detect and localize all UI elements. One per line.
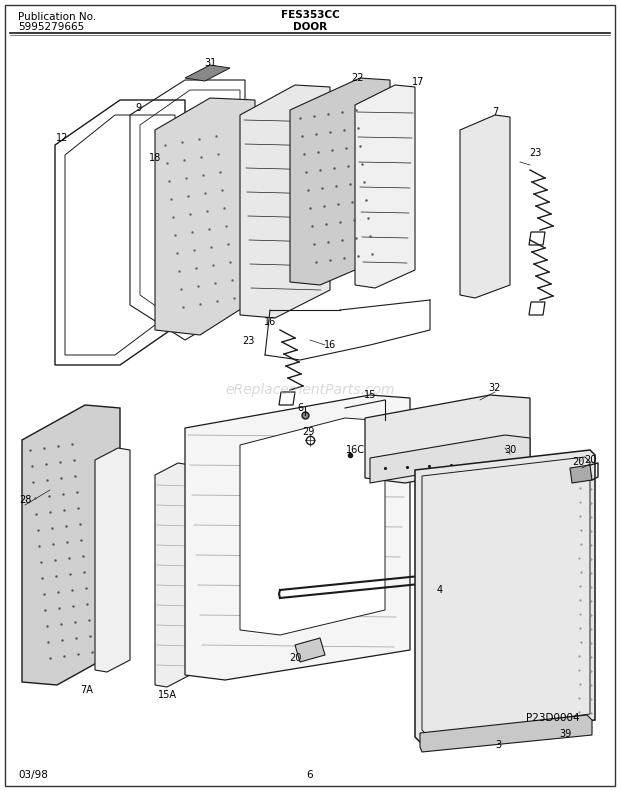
Polygon shape — [370, 435, 530, 483]
Polygon shape — [155, 463, 190, 687]
Text: 30: 30 — [504, 445, 516, 455]
Text: FES353CC: FES353CC — [281, 10, 339, 20]
Text: 20: 20 — [572, 457, 585, 467]
Text: 22: 22 — [352, 73, 364, 83]
Polygon shape — [240, 418, 385, 635]
Polygon shape — [95, 448, 130, 672]
Text: 23: 23 — [529, 148, 541, 158]
Polygon shape — [185, 65, 230, 81]
Polygon shape — [290, 78, 390, 285]
Polygon shape — [460, 115, 510, 298]
Polygon shape — [240, 85, 330, 318]
Polygon shape — [365, 395, 530, 483]
Polygon shape — [295, 638, 325, 662]
Text: 39: 39 — [559, 729, 571, 739]
Text: 17: 17 — [412, 77, 424, 87]
Text: P23D0004: P23D0004 — [526, 713, 580, 723]
Polygon shape — [570, 465, 592, 483]
Text: 6: 6 — [307, 770, 313, 780]
Text: 5995279665: 5995279665 — [18, 22, 84, 32]
Text: 32: 32 — [489, 383, 501, 393]
Polygon shape — [420, 715, 592, 752]
Polygon shape — [355, 85, 415, 288]
Polygon shape — [415, 450, 595, 742]
Text: 18: 18 — [149, 153, 161, 163]
Text: 7A: 7A — [81, 685, 94, 695]
Text: 15: 15 — [364, 390, 376, 400]
Text: 28: 28 — [19, 495, 31, 505]
Text: 7: 7 — [492, 107, 498, 117]
Text: 6: 6 — [297, 403, 303, 413]
Text: 20: 20 — [289, 653, 301, 663]
Polygon shape — [155, 98, 255, 335]
Text: 16: 16 — [324, 340, 336, 350]
Text: 15A: 15A — [157, 690, 177, 700]
Text: 03/98: 03/98 — [18, 770, 48, 780]
Text: 3: 3 — [495, 740, 501, 750]
Text: 20: 20 — [584, 455, 596, 465]
Text: 29: 29 — [302, 427, 314, 437]
Text: 9: 9 — [135, 103, 141, 113]
Text: DOOR: DOOR — [293, 22, 327, 32]
Text: eReplacementParts.com: eReplacementParts.com — [225, 383, 395, 397]
Text: 16: 16 — [264, 317, 276, 327]
Text: 23: 23 — [242, 336, 254, 346]
Text: 12: 12 — [56, 133, 68, 143]
Polygon shape — [185, 395, 410, 680]
Text: 31: 31 — [204, 58, 216, 68]
Text: 4: 4 — [437, 585, 443, 595]
Text: 16C: 16C — [345, 445, 365, 455]
Text: Publication No.: Publication No. — [18, 12, 96, 22]
Polygon shape — [22, 405, 120, 685]
